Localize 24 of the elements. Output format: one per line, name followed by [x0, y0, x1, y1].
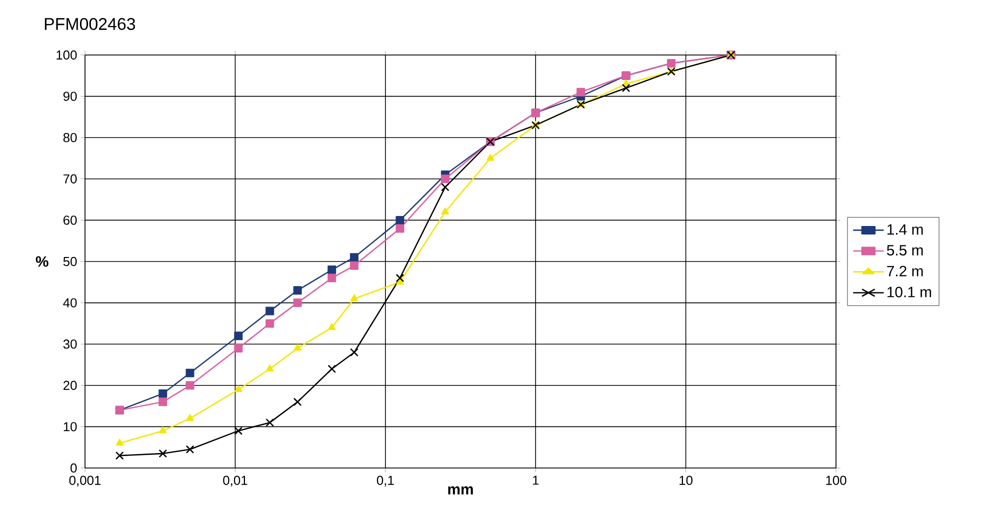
- y-tick-label: 20: [63, 380, 77, 390]
- y-tick-label: 10: [64, 422, 77, 432]
- legend-label: 7.2 m: [887, 266, 923, 276]
- legend-label: 10.1 m: [888, 286, 932, 298]
- y-tick-label: 30: [63, 340, 77, 349]
- y-tick-label: 40: [63, 298, 77, 308]
- y-tick-label: 100: [56, 50, 77, 60]
- x-tick-label: 100: [826, 476, 846, 485]
- y-tick-label: 60: [63, 216, 77, 225]
- x-tick-label: 0,01: [223, 476, 248, 486]
- y-tick-label: 50: [63, 256, 77, 266]
- x-tick-label: 0,1: [376, 476, 394, 486]
- y-tick-label: 80: [63, 133, 77, 142]
- y-tick-label: 70: [64, 174, 77, 184]
- x-tick-label: 10: [680, 476, 693, 485]
- chart-title: PFM002463: [44, 18, 136, 30]
- legend-label: 1.4 m: [888, 224, 923, 235]
- y-axis-title: %: [36, 256, 48, 267]
- legend-label: 5.5 m: [886, 245, 923, 256]
- x-tick-label: 1: [532, 476, 539, 485]
- x-tick-label: 0,001: [69, 476, 101, 486]
- x-axis-title: mm: [448, 486, 473, 494]
- y-tick-label: 0: [70, 463, 77, 473]
- y-tick-label: 90: [63, 92, 77, 101]
